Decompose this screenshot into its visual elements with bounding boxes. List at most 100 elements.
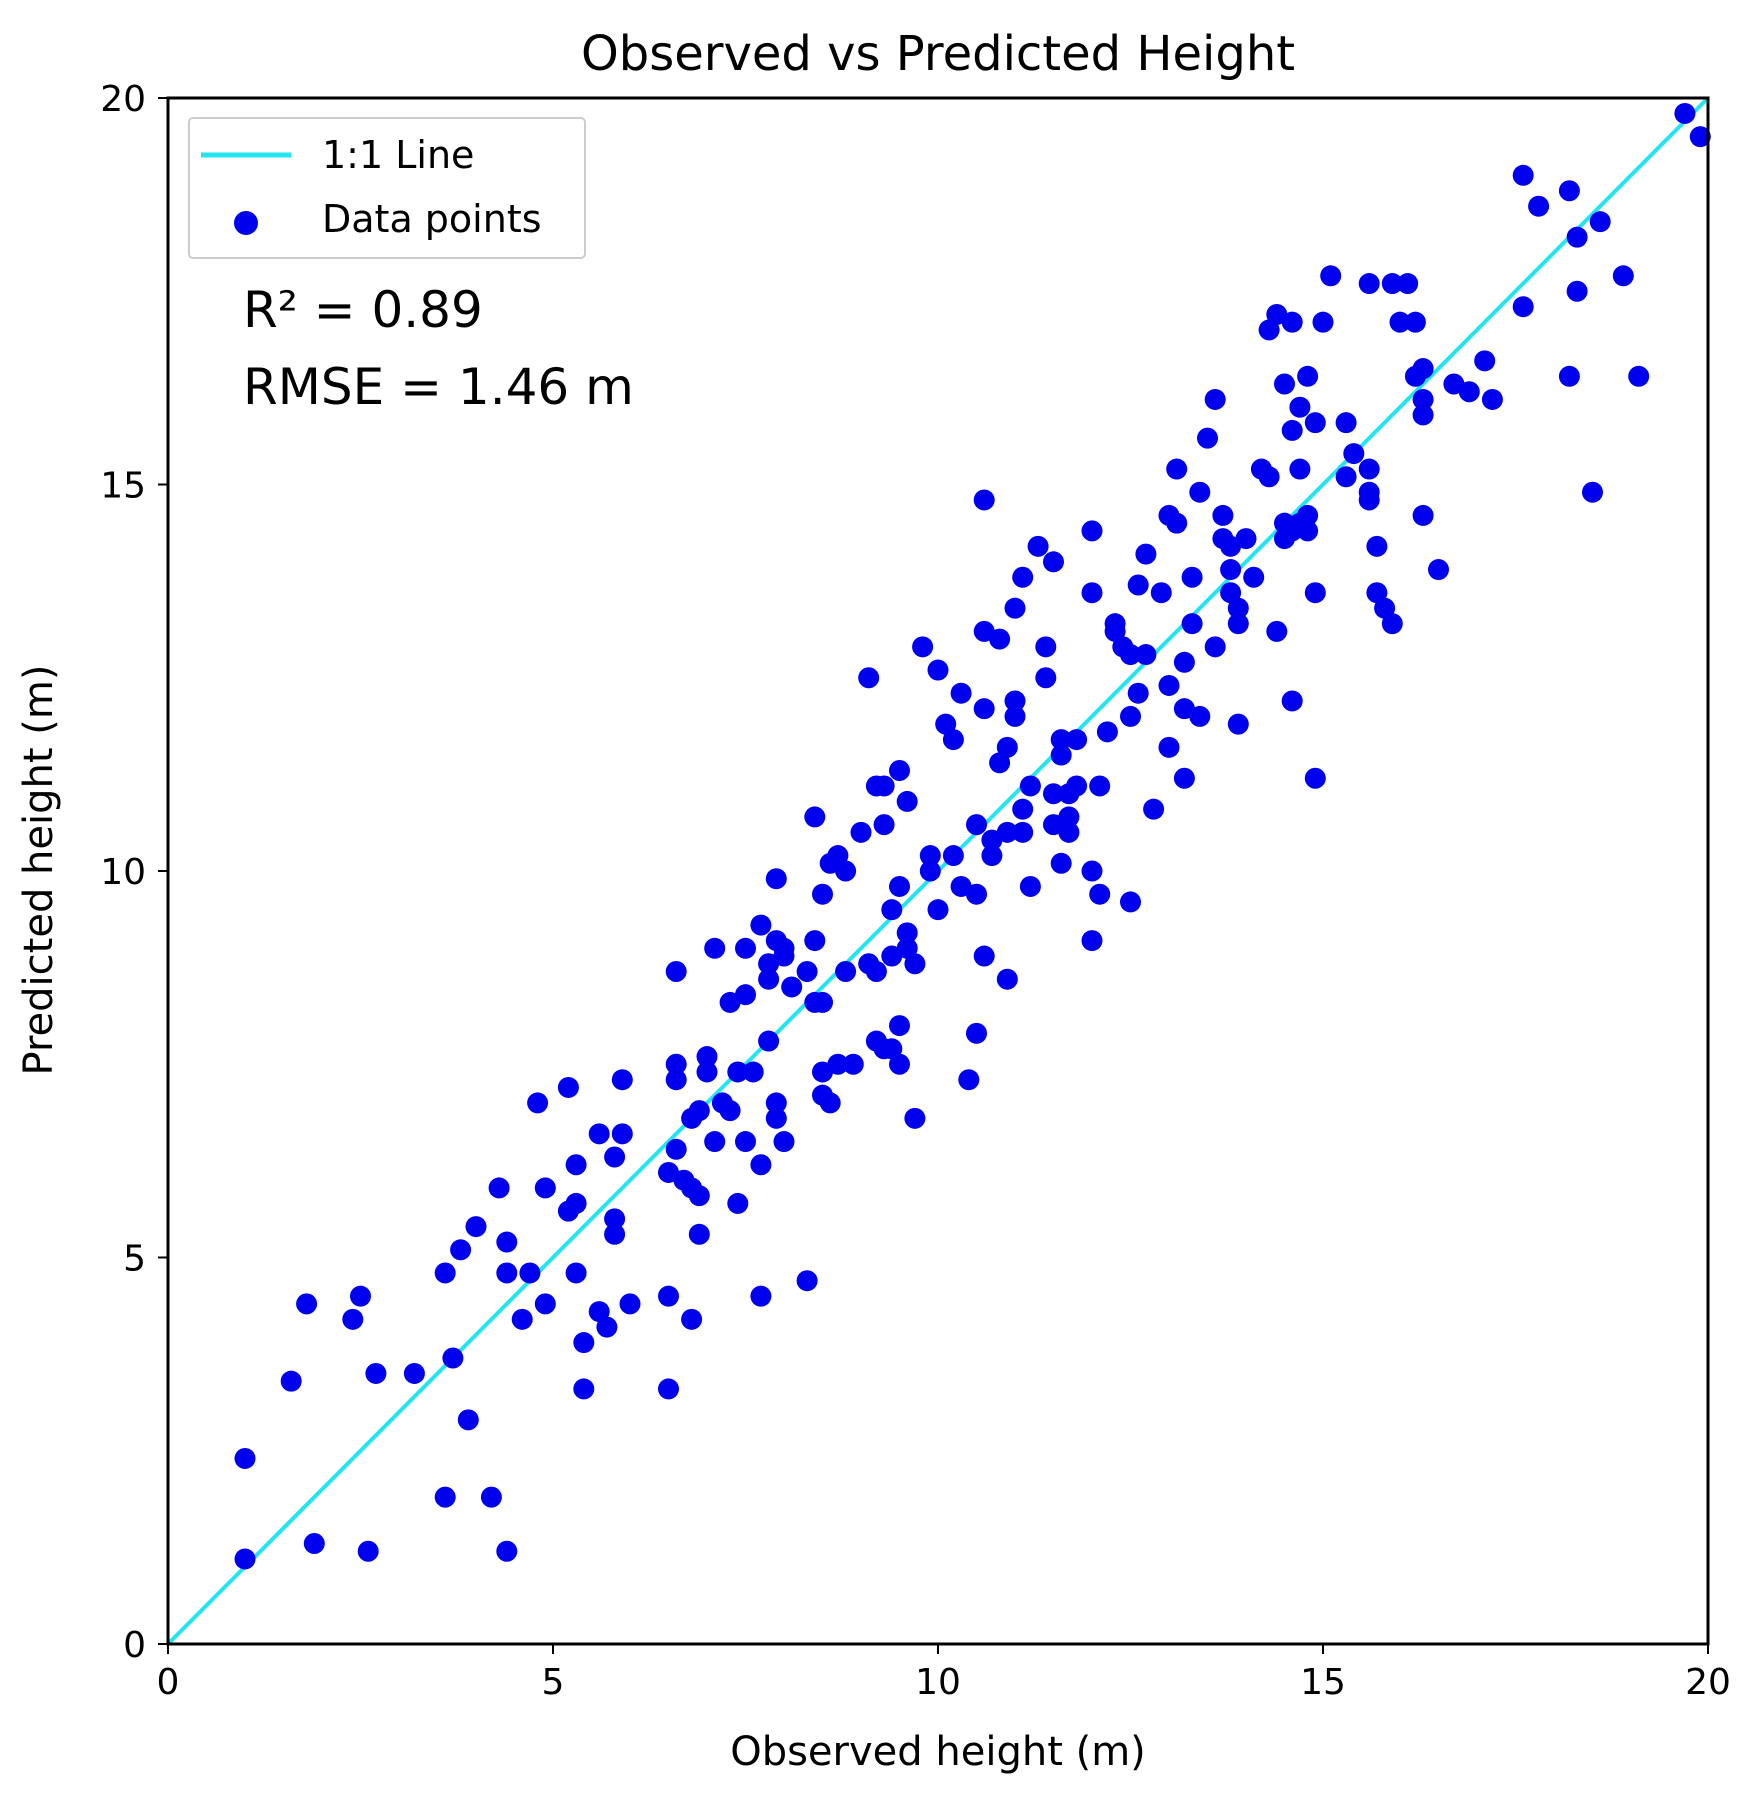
data-point xyxy=(465,1216,487,1238)
x-tick-label: 5 xyxy=(542,1662,565,1703)
data-point xyxy=(1004,705,1026,727)
data-point xyxy=(1004,690,1026,712)
data-point xyxy=(812,991,833,1013)
data-point xyxy=(1181,566,1203,588)
data-point xyxy=(981,845,1003,867)
y-tick-label: 0 xyxy=(123,1625,146,1666)
data-point xyxy=(1120,705,1141,727)
x-tick-label: 10 xyxy=(915,1662,961,1703)
data-point xyxy=(1297,365,1319,387)
x-tick-label: 0 xyxy=(157,1662,180,1703)
data-point xyxy=(1019,875,1041,897)
data-point xyxy=(1050,744,1072,766)
data-point xyxy=(1266,620,1288,642)
data-point xyxy=(966,814,987,836)
data-point xyxy=(773,1131,795,1153)
data-point xyxy=(604,1223,626,1245)
data-point xyxy=(1189,481,1211,503)
data-point xyxy=(1120,891,1141,913)
data-point xyxy=(1412,358,1434,380)
data-point xyxy=(665,960,687,982)
data-point xyxy=(1050,729,1072,751)
data-point xyxy=(996,968,1018,990)
data-point xyxy=(1089,883,1111,905)
data-point xyxy=(1120,644,1141,666)
data-point xyxy=(496,1231,518,1253)
data-point xyxy=(1066,729,1088,751)
data-point xyxy=(973,945,995,967)
data-point xyxy=(342,1308,364,1330)
data-point xyxy=(1566,280,1588,302)
data-point xyxy=(1389,311,1411,333)
data-point xyxy=(696,1061,718,1083)
data-point xyxy=(835,960,857,982)
data-point xyxy=(1381,273,1403,295)
data-point xyxy=(480,1486,502,1508)
y-tick-label: 5 xyxy=(123,1239,146,1280)
data-point xyxy=(1281,690,1303,712)
y-tick-label: 15 xyxy=(100,466,146,507)
data-point xyxy=(1512,164,1534,186)
data-point xyxy=(750,914,772,936)
data-point xyxy=(1589,211,1611,233)
data-point xyxy=(781,976,803,998)
data-point xyxy=(1582,481,1603,503)
data-point xyxy=(858,667,880,689)
data-point xyxy=(1227,613,1249,635)
data-point xyxy=(1197,427,1218,449)
data-point xyxy=(1304,767,1326,789)
data-point xyxy=(588,1123,610,1145)
data-point xyxy=(611,1069,633,1091)
data-point xyxy=(1089,775,1111,797)
data-point xyxy=(496,1540,518,1562)
data-point xyxy=(365,1362,387,1384)
data-point xyxy=(812,883,833,905)
data-point xyxy=(889,1053,910,1075)
data-point xyxy=(704,937,726,959)
data-point xyxy=(665,1138,687,1160)
r-squared-annotation: R² = 0.89 xyxy=(243,281,483,339)
data-point xyxy=(681,1308,703,1330)
data-point xyxy=(1081,860,1103,882)
data-point xyxy=(1689,126,1711,148)
data-point xyxy=(927,899,949,921)
data-point xyxy=(1281,419,1303,441)
data-point xyxy=(1297,520,1319,542)
data-point xyxy=(1412,504,1434,526)
y-axis-label: Predicted height (m) xyxy=(16,665,62,1076)
data-point xyxy=(850,821,872,843)
data-point xyxy=(1358,458,1380,480)
data-point xyxy=(942,729,964,751)
data-point xyxy=(1158,674,1180,696)
data-point xyxy=(1343,443,1365,465)
data-point xyxy=(1035,667,1057,689)
data-point xyxy=(619,1293,641,1315)
data-point xyxy=(973,489,995,511)
data-point xyxy=(665,1053,687,1075)
data-point xyxy=(1012,798,1034,820)
data-point xyxy=(1312,311,1334,333)
data-point xyxy=(296,1293,318,1315)
data-point xyxy=(919,860,941,882)
data-point xyxy=(1243,566,1265,588)
data-point xyxy=(1173,767,1195,789)
x-axis-label: Observed height (m) xyxy=(730,1729,1146,1775)
data-point xyxy=(873,814,895,836)
data-point xyxy=(966,883,987,905)
data-point xyxy=(557,1076,579,1098)
data-point xyxy=(819,1092,841,1114)
data-point xyxy=(1012,566,1034,588)
y-tick-label: 20 xyxy=(100,79,146,120)
data-point xyxy=(604,1208,626,1230)
data-point xyxy=(1412,388,1434,410)
x-tick-label: 20 xyxy=(1685,1662,1731,1703)
chart-title: Observed vs Predicted Height xyxy=(581,26,1295,82)
data-point xyxy=(1358,273,1380,295)
data-point xyxy=(1235,528,1257,550)
data-point xyxy=(688,1223,710,1245)
legend-label-line: 1:1 Line xyxy=(322,133,474,177)
data-point xyxy=(1358,489,1380,511)
data-point xyxy=(688,1185,710,1207)
data-point xyxy=(896,790,918,812)
